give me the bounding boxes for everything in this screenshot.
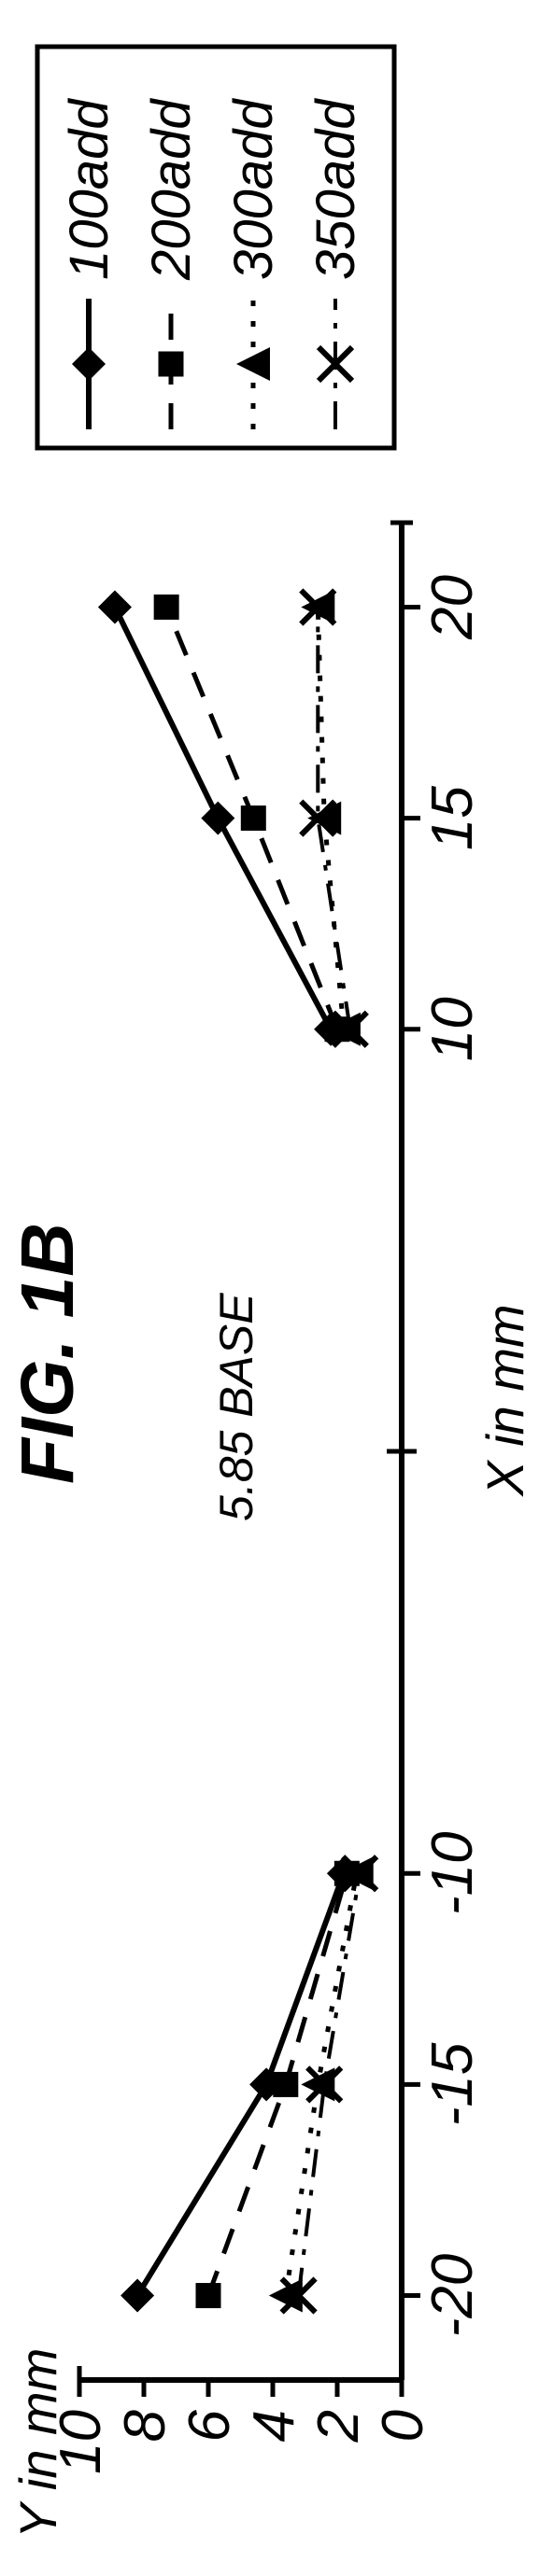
- y-tick-label: 8: [113, 2409, 177, 2442]
- legend-label: 100add: [59, 98, 120, 280]
- legend: 100add 200add 300add 350add: [37, 47, 394, 448]
- y-tick-label: 2: [306, 2410, 371, 2443]
- x-tick-label: -15: [420, 2042, 485, 2126]
- legend-label: 300add: [223, 98, 284, 280]
- x-tick-label: -10: [420, 1831, 485, 1915]
- x-tick-label: -20: [420, 2254, 485, 2338]
- plot-area: 0246810-20-15-10101520: [49, 523, 485, 2474]
- y-tick-label: 10: [49, 2410, 113, 2474]
- figure-title: FIG. 1B: [6, 1223, 89, 1484]
- legend-label: 350add: [305, 98, 366, 280]
- y-tick-label: 0: [371, 2410, 435, 2442]
- x-tick-label: 15: [420, 786, 485, 850]
- x-tick-label: 20: [420, 575, 485, 640]
- x-axis-label: X in mm: [475, 1304, 534, 1497]
- chart-inner-label: 5.85 BASE: [210, 1293, 262, 1521]
- y-tick-label: 6: [177, 2409, 242, 2442]
- y-tick-label: 4: [242, 2410, 306, 2442]
- figure-1b: FIG. 1B Y in mm 0246810-20-15-10101520 X…: [0, 0, 539, 2576]
- legend-label: 200add: [141, 98, 202, 281]
- x-tick-label: 10: [420, 997, 485, 1061]
